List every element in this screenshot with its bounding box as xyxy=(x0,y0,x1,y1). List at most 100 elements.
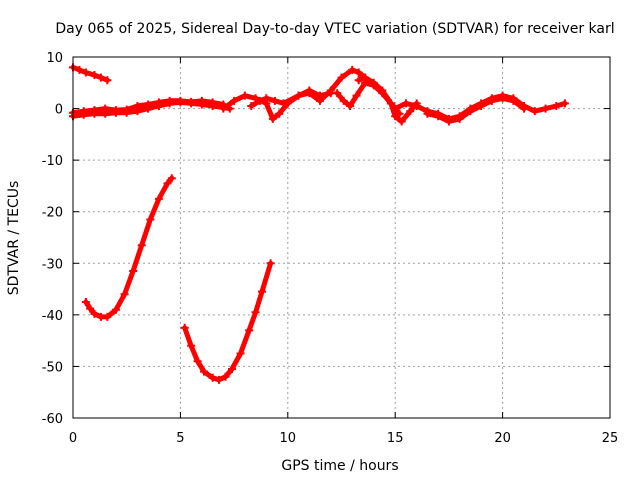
data-point xyxy=(270,96,279,105)
data-point xyxy=(333,89,342,98)
data-point xyxy=(215,375,224,384)
data-point xyxy=(208,373,217,382)
data-point xyxy=(154,98,163,107)
series-layer xyxy=(69,63,569,384)
data-point xyxy=(346,101,355,110)
data-point xyxy=(477,101,486,110)
data-point xyxy=(103,312,112,321)
data-point xyxy=(193,357,202,366)
data-point xyxy=(275,109,284,118)
data-point xyxy=(137,241,146,250)
data-point xyxy=(122,105,131,114)
data-point xyxy=(378,86,387,95)
data-point xyxy=(247,101,256,110)
data-point xyxy=(391,104,400,113)
x-tick-label: 15 xyxy=(387,431,404,446)
data-point xyxy=(144,100,153,109)
data-point xyxy=(434,112,443,121)
data-point xyxy=(348,65,357,74)
y-tick-label: -20 xyxy=(42,206,63,221)
series-line-afternoon-variation-lower xyxy=(424,95,527,124)
data-point xyxy=(406,107,415,116)
data-point xyxy=(337,73,346,82)
data-point xyxy=(165,96,174,105)
data-point xyxy=(455,114,464,123)
data-point xyxy=(81,297,90,306)
data-point xyxy=(111,305,120,314)
data-point xyxy=(354,68,363,77)
data-point xyxy=(90,309,99,318)
tick-label-layer: 0 5 10 15 20 25 -60 -50 -40 -30 -20 -10 0 10 xyxy=(42,51,619,446)
data-point xyxy=(81,68,90,77)
data-point xyxy=(326,86,335,95)
data-point xyxy=(255,96,264,105)
data-point xyxy=(146,215,155,224)
data-point xyxy=(401,99,410,108)
data-point xyxy=(279,99,288,108)
data-point xyxy=(305,89,314,98)
data-point xyxy=(251,308,260,317)
y-axis-label: SDTVAR / TECUs xyxy=(6,181,22,296)
x-tick-label: 20 xyxy=(494,431,511,446)
data-point xyxy=(354,76,363,85)
data-point xyxy=(352,91,361,100)
data-point xyxy=(391,112,400,121)
data-point xyxy=(200,367,209,376)
data-point xyxy=(221,372,230,381)
data-point xyxy=(86,304,95,313)
data-point xyxy=(227,365,236,374)
data-point xyxy=(498,94,507,103)
y-tick-label: -60 xyxy=(42,412,63,427)
series-line-near-zero-band-lower xyxy=(70,99,233,119)
data-point xyxy=(176,96,185,105)
data-point xyxy=(208,98,217,107)
y-tick-label: 0 xyxy=(55,103,63,118)
data-point xyxy=(240,91,249,100)
data-point xyxy=(444,117,453,126)
data-point xyxy=(369,78,378,87)
data-point xyxy=(466,107,475,116)
data-point xyxy=(133,101,142,110)
data-point xyxy=(262,94,271,103)
x-tick-label: 0 xyxy=(69,431,77,446)
data-point xyxy=(197,96,206,105)
y-tick-label: 10 xyxy=(46,51,63,66)
data-point xyxy=(258,287,267,296)
data-point xyxy=(230,96,239,105)
data-point xyxy=(423,109,432,118)
data-point xyxy=(90,71,99,80)
data-point xyxy=(163,179,172,188)
data-point xyxy=(530,107,539,116)
data-point xyxy=(266,259,275,268)
data-point xyxy=(103,76,112,85)
data-point xyxy=(219,104,228,113)
y-tick-label: -10 xyxy=(42,154,63,169)
data-point xyxy=(509,96,518,105)
x-tick-label: 5 xyxy=(176,431,184,446)
data-point xyxy=(129,267,138,276)
data-point xyxy=(294,91,303,100)
data-point xyxy=(361,73,370,82)
data-point xyxy=(560,99,569,108)
data-point xyxy=(339,96,348,105)
series-line-midday-variation-b xyxy=(248,67,368,109)
data-point xyxy=(236,349,245,358)
y-tick-label: -30 xyxy=(42,257,63,272)
plot-frame xyxy=(72,56,611,419)
data-point xyxy=(154,194,163,203)
chart-title: Day 065 of 2025, Sidereal Day-to-day VTE… xyxy=(55,21,614,37)
data-point xyxy=(187,97,196,106)
x-tick-label: 10 xyxy=(280,431,297,446)
data-point xyxy=(520,104,529,113)
data-point xyxy=(541,104,550,113)
x-tick-label: 25 xyxy=(602,431,619,446)
data-point xyxy=(487,96,496,105)
data-point xyxy=(397,117,406,126)
data-point xyxy=(245,326,254,335)
data-point xyxy=(386,99,395,108)
data-point xyxy=(101,104,110,113)
data-point xyxy=(75,65,84,74)
data-point xyxy=(268,114,277,123)
data-point xyxy=(167,174,176,183)
